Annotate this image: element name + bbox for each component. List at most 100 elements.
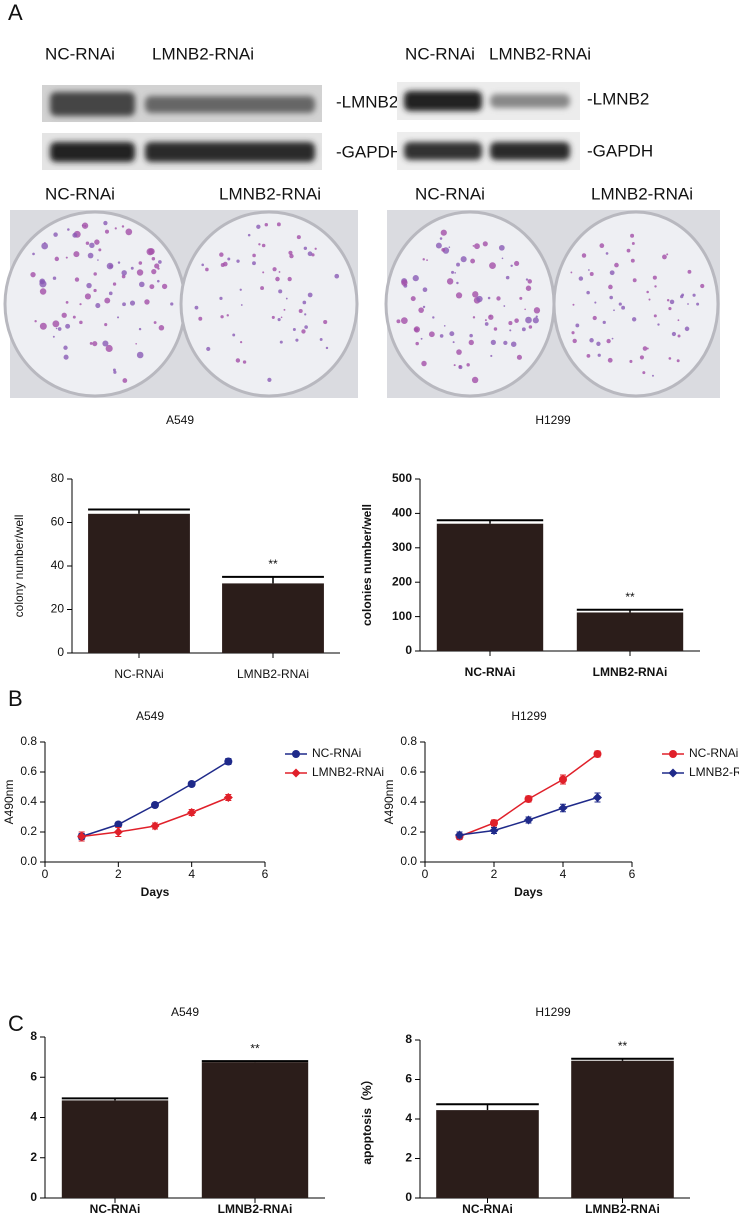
colony [283,308,286,311]
colony [524,308,526,311]
colony [456,281,459,285]
y-axis-label: apoptosis（%） [359,1073,374,1164]
colony [449,331,455,337]
colony [220,263,225,268]
y-tick-label: 0.4 [20,794,37,808]
colony [687,303,689,305]
colony [472,245,475,247]
colony [198,316,203,321]
y-tick-label: 8 [30,1029,37,1043]
colony [52,320,60,328]
colony [117,261,121,264]
colony [456,349,462,355]
bar [61,1100,169,1198]
colony [510,264,513,267]
colony [609,270,615,276]
colony [93,272,97,276]
blot [42,85,322,170]
colony [334,273,340,279]
colony [422,305,426,309]
colony [677,334,681,338]
x-tick-label: LMNB2-RNAi [237,667,309,681]
y-tick-label: 300 [392,540,412,554]
colony [95,303,101,309]
marker [77,832,87,841]
colony [488,314,494,320]
y-axis-label: colonies number/well [360,504,374,626]
y-tick-label: 0.2 [400,824,417,838]
colony [413,326,420,333]
colony [646,347,649,350]
colony [572,338,577,344]
colony [676,359,680,363]
colony [501,257,504,260]
lane-label: NC-RNAi [405,44,475,63]
colony [138,261,143,265]
colony [453,364,456,367]
colony [129,300,136,306]
colony [242,360,247,364]
colony [105,344,113,353]
colony [489,262,496,270]
annotation: ** [625,590,635,604]
colony [121,270,127,276]
annotation: ** [250,1041,260,1055]
colony [235,358,241,363]
colony [32,252,35,256]
colony [687,269,692,274]
x-tick-label: 0 [422,867,429,881]
colony [456,262,460,267]
colony [271,315,275,319]
colony [432,316,435,319]
plate-photos [3,210,720,398]
marker [558,803,568,813]
colony [154,263,160,269]
colony [104,229,110,234]
plate-label: NC-RNAi [45,184,115,203]
colony [642,346,648,351]
colony [514,260,520,267]
colony [262,271,265,274]
colony [428,331,435,338]
colony [39,280,47,288]
colony [446,278,454,285]
colony [219,252,224,257]
colony [668,357,672,360]
bar [436,523,544,651]
colony [227,257,231,261]
colony [418,307,424,313]
colony [487,296,491,300]
colony [410,296,416,302]
y-tick-label: 20 [51,602,65,616]
colony [426,259,428,262]
colony [205,267,209,272]
colony [611,337,614,340]
colony [135,342,137,345]
colony [114,227,117,230]
colony [489,315,492,317]
y-tick-label: 0 [30,1190,37,1204]
y-tick-label: 8 [405,1032,412,1046]
colony [52,276,57,280]
colony [65,301,69,304]
panel-label: C [8,1011,24,1036]
colony [292,328,296,332]
x-axis-label: Days [141,885,170,899]
colony [156,279,160,283]
colony [535,315,538,318]
colony [106,262,114,270]
colony [201,263,205,267]
colony [121,225,125,228]
y-tick-label: 0.0 [400,854,417,868]
colony [285,297,288,300]
colony [681,293,685,297]
legend-marker [291,768,301,778]
y-tick-label: 500 [392,471,412,485]
colony [41,242,49,250]
colony [613,309,615,312]
colony [666,253,669,256]
colony [443,325,446,327]
colony [73,251,80,258]
colony [267,377,272,382]
colony [470,258,476,264]
